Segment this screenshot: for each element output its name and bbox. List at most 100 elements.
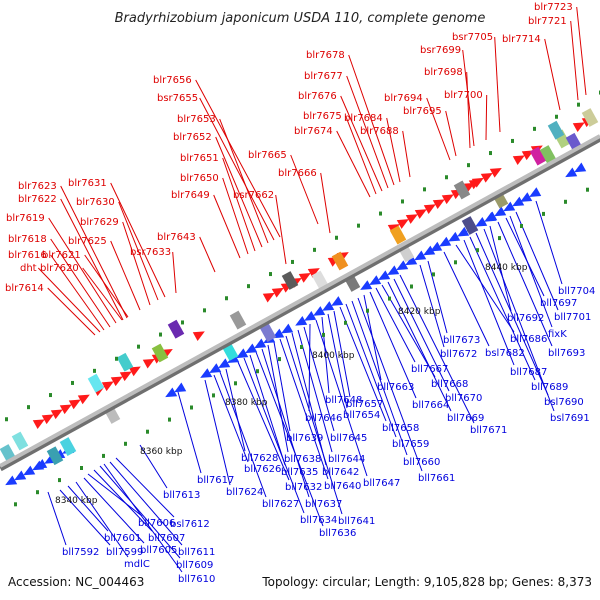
leader-line-blr7665 xyxy=(290,154,319,225)
forward-gene-arrow xyxy=(462,182,475,193)
kbp-tick-label: 8360 kbp xyxy=(140,447,183,457)
gene-label-bll7613: bll7613 xyxy=(163,490,200,501)
gene-label-blr7650: blr7650 xyxy=(180,173,219,184)
forward-gene-arrow xyxy=(405,214,418,224)
gene-label-bll7640: bll7640 xyxy=(324,481,361,492)
gene-label-bll7664: bll7664 xyxy=(412,400,449,411)
leader-line-bll7628 xyxy=(225,368,246,452)
gene-label-bll7645: bll7645 xyxy=(330,433,367,444)
gene-label-blr7621: blr7621 xyxy=(42,250,81,261)
reverse-gene-arrow xyxy=(494,206,507,217)
feature-tick xyxy=(322,332,325,337)
feature-tick xyxy=(344,320,347,325)
gene-label-bsr7705: bsr7705 xyxy=(452,32,493,43)
leader-line-bll7689 xyxy=(469,236,536,381)
leader-line-blr7700 xyxy=(485,94,488,141)
leader-line-bll7627 xyxy=(219,371,267,498)
gene-label-bll7671: bll7671 xyxy=(470,425,507,436)
feature-tick xyxy=(467,163,470,168)
gene-block xyxy=(167,319,185,339)
leader-line-blr7629 xyxy=(122,221,151,306)
gene-label-bll7642: bll7642 xyxy=(322,467,359,478)
reverse-gene-arrow xyxy=(574,162,587,173)
feature-tick xyxy=(489,151,492,156)
forward-gene-arrow xyxy=(41,414,54,425)
leader-line-bll7606 xyxy=(87,473,143,517)
leader-line-bll7626 xyxy=(213,374,249,463)
genome-summary-text: Topology: circular; Length: 9,105,828 bp… xyxy=(261,575,592,589)
reverse-gene-arrow xyxy=(218,358,231,369)
reverse-gene-arrow xyxy=(254,338,267,349)
reverse-gene-arrow xyxy=(457,226,470,237)
feature-tick xyxy=(300,345,303,349)
reverse-gene-arrow xyxy=(423,245,436,256)
leader-line-bll7657 xyxy=(333,310,351,398)
feature-tick xyxy=(137,344,140,349)
gene-label-blr7614: blr7614 xyxy=(5,283,44,294)
feature-tick xyxy=(511,138,514,143)
gene-label-blr7620: blr7620 xyxy=(40,263,79,274)
gene-label-bll7701: bll7701 xyxy=(554,312,591,323)
reverse-gene-arrow xyxy=(512,196,525,207)
leader-line-bll7639 xyxy=(273,341,291,432)
feature-tick xyxy=(423,187,426,192)
feature-tick xyxy=(476,248,479,253)
leader-line-bll7599 xyxy=(59,489,111,546)
leader-line-bll7634 xyxy=(243,357,305,514)
feature-tick xyxy=(203,308,206,313)
gene-label-blr7623: blr7623 xyxy=(18,181,57,192)
gene-label-bll7592: bll7592 xyxy=(62,547,99,558)
leader-line-blr7618 xyxy=(50,238,111,328)
reverse-gene-arrow xyxy=(369,275,382,285)
reverse-gene-arrow xyxy=(430,241,443,252)
gene-label-blr7694: blr7694 xyxy=(384,93,423,104)
kbp-ticks: 8340 kbp 8360 kbp 8380 kbp 8400 kbp 8420 kbp… xyxy=(55,263,528,506)
forward-gene-arrow xyxy=(441,194,454,205)
feature-tick xyxy=(71,380,74,385)
gene-label-bll7657: bll7657 xyxy=(346,399,383,410)
leader-line-blr7675 xyxy=(345,115,377,195)
forward-gene-arrow xyxy=(572,122,585,133)
gene-label-bll7697: bll7697 xyxy=(540,298,577,309)
gene-label-bll7639: bll7639 xyxy=(286,433,323,444)
leader-line-bsl7690 xyxy=(475,232,549,396)
gene-label-blr7675: blr7675 xyxy=(303,111,342,122)
leader-line-bll7670 xyxy=(393,278,450,392)
gene-label-bll7601: bll7601 xyxy=(104,533,141,544)
reverse-gene-arrow xyxy=(14,470,27,481)
forward-gene-arrow xyxy=(480,172,493,183)
feature-tick xyxy=(357,223,360,228)
gene-block xyxy=(151,343,169,363)
gene-label-bll7646: bll7646 xyxy=(305,413,342,424)
kbp-tick-label: 8340 kbp xyxy=(55,496,98,506)
gene-label-blr7666: blr7666 xyxy=(278,168,317,179)
feature-tick xyxy=(247,284,250,289)
feature-tick xyxy=(225,296,228,301)
gene-label-blr7643: blr7643 xyxy=(157,232,196,243)
gene-label-bll7635: bll7635 xyxy=(281,467,318,478)
leader-line-bll7704 xyxy=(535,200,563,285)
reverse-gene-arrow xyxy=(295,315,308,326)
gene-block xyxy=(281,271,299,290)
gene-block xyxy=(229,310,247,330)
feature-tick xyxy=(269,272,272,277)
leader-line-blr7614 xyxy=(47,287,96,336)
gene-label-bsl7682: bsl7682 xyxy=(485,348,525,359)
leader-line-blr7714 xyxy=(544,38,561,111)
feature-tick xyxy=(555,114,558,119)
forward-gene-arrow xyxy=(471,177,484,188)
gene-label-blr7619: blr7619 xyxy=(6,213,45,224)
leader-line-bll7671 xyxy=(399,274,475,424)
gene-label-bll7673: bll7673 xyxy=(443,335,480,346)
forward-gene-arrow xyxy=(271,287,284,298)
gene-label-bll7659: bll7659 xyxy=(392,439,429,450)
gene-label-blr7676: blr7676 xyxy=(298,91,337,102)
leader-line-bll7669 xyxy=(387,281,452,412)
leader-line-bll7638 xyxy=(267,344,289,453)
leader-line-bll7658 xyxy=(339,306,387,422)
gene-label-bsr7662: bsr7662 xyxy=(233,190,274,201)
gene-label-blr7630: blr7630 xyxy=(76,197,115,208)
leader-line-bll7664 xyxy=(369,291,417,399)
gene-label-bll7641: bll7641 xyxy=(338,516,375,527)
feature-tick xyxy=(115,356,118,361)
